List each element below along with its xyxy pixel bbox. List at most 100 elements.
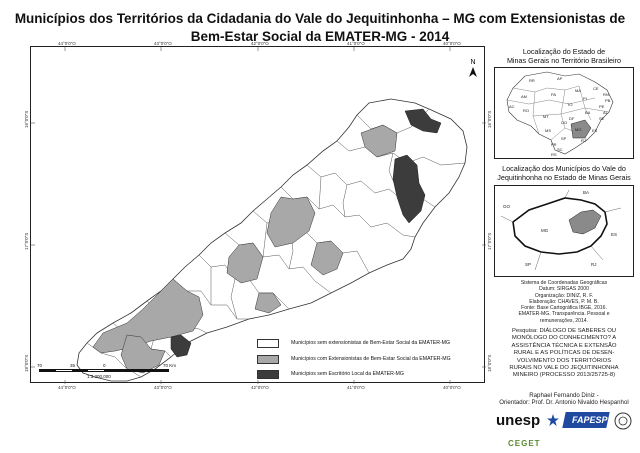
- br-label-mt: MT: [543, 114, 549, 119]
- br-label-ms: MS: [545, 128, 551, 133]
- br-label-rr: RR: [529, 78, 535, 83]
- research-title: Pesquisa: DIÁLOGO DE SABERES OU MONÓLOGO…: [494, 328, 634, 380]
- inset-mg-title-line1: Localização dos Municípios do Vale do: [502, 164, 626, 173]
- grid-label-bottom-4: 41°0'0"O: [347, 385, 365, 390]
- br-label-pe: PE: [599, 104, 605, 109]
- unesp-logo: unesp: [496, 412, 541, 429]
- br-label-rj: RJ: [581, 138, 586, 143]
- scale-ratio: 1:3.300.000: [87, 374, 111, 379]
- legend-swatch-without: [257, 339, 279, 348]
- grid-label-top-1: 44°0'0"O: [58, 41, 76, 46]
- inset-brazil-title-line2: Minas Gerais no Território Brasileiro: [506, 56, 622, 65]
- grid-label-top-2: 43°0'0"O: [154, 41, 172, 46]
- research-line-5: VOLVIMENTO DOS TERRITÓRIOS: [516, 357, 612, 364]
- legend-label-without: Municípios sem extensionistas de Bem-Est…: [291, 340, 451, 346]
- metadata-line-6: EMATER-MG. Transparência. Pessoal e: [518, 311, 610, 318]
- mg-label-mg: MG: [541, 228, 549, 233]
- metadata-line-1: Sistema de Coordenadas Geográficas: [520, 280, 608, 286]
- mg-label-sp: SP: [525, 262, 531, 267]
- br-label-pa: PA: [551, 92, 556, 97]
- grid-label-top-4: 41°0'0"O: [347, 41, 365, 46]
- br-label-se: SE: [599, 116, 605, 121]
- scale-tick-4: 70 Km: [163, 363, 177, 368]
- br-label-pr: PR: [551, 142, 557, 147]
- grid-label-bottom-5: 40°0'0"O: [443, 385, 461, 390]
- graticule-ticks: [31, 47, 486, 384]
- br-label-ro: RO: [523, 108, 529, 113]
- metadata-line-5: Fonte: Base Cartográfica IBGE, 2016.: [521, 305, 607, 312]
- grid-label-left-2: 17°0'0"S: [24, 232, 29, 250]
- legend-swatch-no-office: [257, 370, 279, 379]
- fapesp-logo: FAPESP: [572, 415, 608, 425]
- inset-mg-title-line2: Jequitinhonha no Estado de Minas Gerais: [497, 173, 631, 182]
- metadata-line-4: Elaboração: CHAVES, P. M. B.: [529, 298, 599, 305]
- research-line-2: MONÓLOGO DO CONHECIMENTO? A: [511, 335, 617, 342]
- scale-tick-2: 35: [70, 363, 76, 368]
- inset-brazil-title-line1: Localização do Estado de: [522, 47, 606, 56]
- br-label-to: TO: [567, 102, 572, 107]
- br-label-pi: PI: [583, 96, 587, 101]
- grid-label-right-1: 16°0'0"S: [487, 110, 492, 128]
- br-label-es: ES: [592, 128, 598, 133]
- mg-label-rj: RJ: [591, 262, 597, 267]
- ceget-logo: CEGET: [508, 439, 541, 448]
- grid-label-bottom-3: 42°0'0"O: [251, 385, 269, 390]
- logos: unesp FAPESP CEGET: [494, 408, 634, 452]
- legend-label-no-office: Municípios sem Escritório Local da EMATE…: [291, 371, 404, 377]
- inset-mg-map: BA GO MG ES SP RJ: [500, 189, 622, 271]
- main-map-frame: N Municípios sem extensionistas de Bem-E…: [30, 46, 486, 384]
- inset-mg-title: Localização dos Municípios do Vale do Je…: [494, 164, 634, 182]
- inset-brazil-title: Localização do Estado de Minas Gerais no…: [494, 47, 634, 65]
- br-label-sc: SC: [557, 147, 563, 152]
- mg-label-ba: BA: [583, 190, 589, 195]
- br-label-mg: MG: [575, 127, 581, 132]
- legend-swatch-with: [257, 355, 279, 364]
- research-line-4: RURAL E AS POLÍTICAS DE DESEN-: [513, 350, 615, 357]
- br-label-ac: AC: [509, 104, 515, 109]
- mg-label-es: ES: [611, 232, 617, 237]
- br-label-ba: BA: [585, 110, 591, 115]
- metadata-line-2: Datum: SIRGAS 2000: [539, 286, 589, 293]
- grid-label-left-1: 16°0'0"S: [24, 110, 29, 128]
- map-title-line2: Bem-Estar Social da EMATER-MG - 2014: [190, 29, 450, 44]
- inset-mg: BA GO MG ES SP RJ: [494, 185, 634, 277]
- research-line-1: Pesquisa: DIÁLOGO DE SABERES OU: [511, 328, 617, 334]
- mg-label-go: GO: [503, 204, 511, 209]
- north-arrow: N: [469, 59, 477, 77]
- municipalities-without-office: [170, 108, 442, 358]
- metadata-line-3: Organização: DINIZ, R. F.: [534, 292, 594, 299]
- grid-label-right-3: 18°0'0"S: [487, 354, 492, 372]
- grid-label-bottom-1: 44°0'0"O: [58, 385, 76, 390]
- br-label-sp: SP: [561, 136, 567, 141]
- br-label-al: AL: [603, 110, 609, 115]
- grid-label-bottom-2: 43°0'0"O: [154, 385, 172, 390]
- scale-tick-1: 70: [37, 363, 43, 368]
- map-title-line1: Municípios dos Territórios da Cidadania …: [14, 11, 626, 26]
- legend-label-with: Municípios com Extensionistas de Bem-Est…: [291, 356, 451, 362]
- research-line-7: MINEIRO (PROCESSO 2013/25725-8): [512, 372, 616, 379]
- scale-tick-3: 0: [103, 363, 106, 368]
- north-arrow-label: N: [470, 59, 475, 66]
- grid-label-top-3: 42°0'0"O: [251, 41, 269, 46]
- grid-label-top-5: 40°0'0"O: [443, 41, 461, 46]
- br-label-ma: MA: [575, 88, 581, 93]
- br-label-pb: PB: [605, 98, 611, 103]
- inset-brazil: RR AP AM PA MA CE RN PB PI PE AL AC RO T…: [494, 67, 634, 159]
- unesp-star-icon: [547, 414, 559, 426]
- scale-bar-graphic: [39, 369, 169, 372]
- municipalities-with-extensionists: [92, 124, 398, 374]
- university-seal-icon: [614, 412, 632, 430]
- metadata-line-7: remunerações, 2014.: [539, 317, 589, 324]
- credits-line-1: Raphael Fernando Diniz -: [529, 392, 599, 399]
- credits-line-2: Orientador: Prof. Dr. Antonio Nivaldo He…: [499, 399, 629, 407]
- scale-bar: 70 35 0 70 Km 1:3.300.000: [37, 363, 177, 383]
- br-label-ce: CE: [593, 86, 599, 91]
- br-label-df: DF: [569, 116, 575, 121]
- br-label-go: GO: [561, 120, 567, 125]
- br-label-am: AM: [521, 94, 527, 99]
- grid-label-left-3: 18°0'0"S: [24, 354, 29, 372]
- main-map: N: [31, 47, 486, 384]
- credits: Raphael Fernando Diniz - Orientador: Pro…: [494, 392, 634, 406]
- br-label-rs: RS: [551, 152, 557, 157]
- research-line-3: ASSISTÊNCIA TÉCNICA E EXTENSÃO: [511, 342, 617, 349]
